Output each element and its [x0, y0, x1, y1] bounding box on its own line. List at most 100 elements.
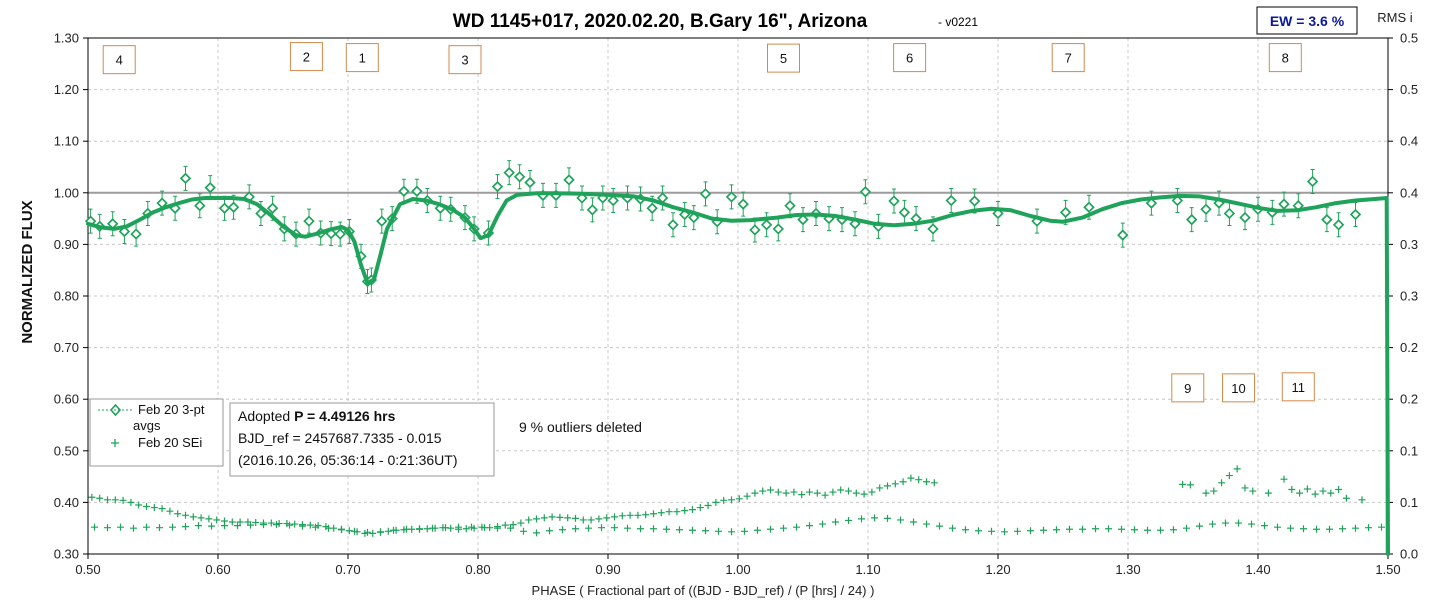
sei-point	[1210, 487, 1218, 495]
sei-point	[338, 526, 345, 534]
legend: Feb 20 3-pt avgs Feb 20 SEi	[89, 398, 224, 467]
sei-point	[845, 487, 852, 495]
sei-point	[556, 513, 564, 521]
sei-point	[767, 525, 774, 533]
avg-point	[725, 191, 738, 203]
sei-point	[611, 524, 618, 532]
sei-point	[871, 514, 878, 522]
sei-point	[559, 526, 566, 534]
y2-tick-label: 0.4	[1400, 134, 1418, 149]
sei-point	[501, 521, 509, 529]
sei-point	[595, 515, 603, 523]
sei-point	[1131, 526, 1138, 534]
sei-point	[798, 491, 806, 499]
avg-point	[334, 228, 346, 240]
sei-point	[1118, 525, 1125, 533]
sei-point	[533, 529, 540, 537]
y-tick-label: 0.70	[54, 340, 79, 355]
avg-point	[194, 199, 206, 212]
x-tick-label: 1.50	[1375, 562, 1400, 577]
sei-point	[509, 521, 517, 529]
sei-point	[325, 524, 332, 532]
sei-point	[1300, 525, 1307, 533]
sei-point	[821, 491, 829, 499]
y-tick-label: 1.20	[54, 82, 79, 97]
sei-point	[1179, 480, 1187, 488]
sei-point	[751, 489, 759, 497]
sei-point	[793, 523, 800, 531]
legend-diamond-icon	[109, 403, 122, 417]
y2-tick-label: 0.5	[1400, 82, 1418, 97]
sei-point	[195, 522, 202, 530]
sei-point	[462, 525, 470, 533]
y-tick-label: 0.30	[54, 547, 79, 562]
avg-point	[513, 171, 526, 183]
sei-point	[579, 516, 587, 524]
sei-point	[1196, 522, 1203, 530]
avg-point	[1332, 219, 1345, 231]
avg-point	[607, 194, 619, 207]
sei-point	[626, 511, 634, 519]
sei-point	[1027, 527, 1034, 535]
avg-point	[303, 215, 315, 227]
sei-point	[741, 527, 748, 535]
y2-tick-label: 0.3	[1400, 289, 1418, 304]
axes: 0.50 0.60 0.70 0.80 0.90 1.00 1.10 1.20 1.30 1.40…	[54, 31, 1418, 578]
sei-point	[1225, 472, 1233, 480]
sei-point	[832, 518, 839, 526]
sei-point	[403, 525, 410, 533]
y2-tick-label: 0.5	[1400, 31, 1418, 46]
y2-tick-label: 0.2	[1400, 392, 1418, 407]
sei-point	[891, 480, 899, 488]
y-tick-label: 0.40	[54, 495, 79, 510]
avg-point	[927, 223, 939, 235]
sei-point	[228, 518, 236, 526]
sei-point	[1001, 528, 1008, 536]
dip-box-5	[767, 43, 800, 73]
sei-point	[696, 504, 704, 512]
avg-point	[888, 195, 900, 207]
sei-point	[852, 489, 860, 497]
sei-point	[1186, 481, 1194, 489]
sei-point	[884, 482, 891, 490]
sei-point	[1264, 489, 1272, 497]
dip-box-8	[1268, 43, 1302, 73]
sei-point	[104, 524, 111, 532]
sei-point	[743, 492, 751, 500]
sei-point	[650, 525, 657, 533]
sei-point	[1365, 524, 1372, 532]
sei-point	[598, 524, 605, 532]
sei-point	[572, 525, 579, 533]
dip-label-1: 1	[359, 51, 366, 66]
avg-point	[968, 195, 981, 207]
sei-point	[390, 526, 397, 534]
sei-point	[767, 486, 774, 494]
sei-point	[915, 476, 923, 484]
sei-point	[494, 524, 501, 532]
sei-point	[1040, 526, 1047, 534]
x-tick-label: 0.90	[595, 562, 620, 577]
avg-point	[130, 228, 142, 240]
sei-point	[351, 527, 358, 535]
sei-point	[728, 496, 735, 504]
sei-point	[1157, 526, 1164, 534]
info-line-1-prefix: Adopted	[238, 408, 294, 424]
avg-point	[586, 204, 599, 216]
sei-point	[962, 526, 969, 534]
info-line-3: (2016.10.26, 05:36:14 - 0:21:36UT)	[238, 452, 457, 468]
avg-point	[1200, 203, 1212, 216]
sei-point	[291, 520, 299, 528]
sei-point	[676, 526, 683, 534]
sei-point	[252, 519, 260, 527]
sei-point	[689, 506, 696, 514]
y-tick-label: 0.90	[54, 237, 79, 252]
ew-box	[1256, 6, 1358, 35]
sei-point	[150, 504, 158, 512]
sei-point	[1342, 494, 1350, 502]
sei-point	[858, 515, 865, 523]
x-tick-label: 1.00	[725, 562, 750, 577]
sei-point	[681, 507, 689, 515]
y2-tick-label: 0.3	[1400, 237, 1418, 252]
x-tick-label: 1.30	[1115, 562, 1140, 577]
sei-point	[468, 523, 475, 531]
